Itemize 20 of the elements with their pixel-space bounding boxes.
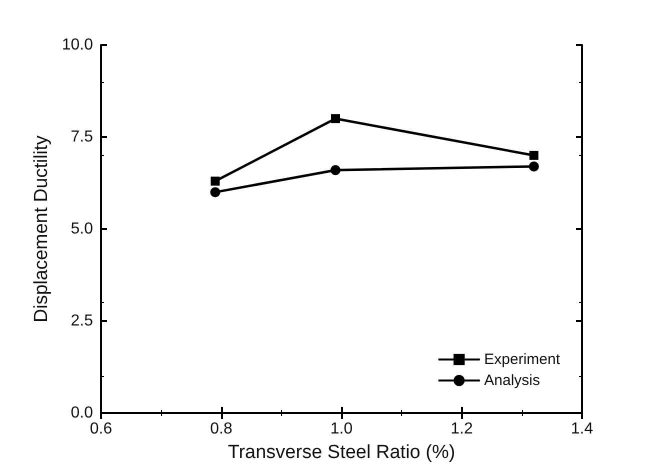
point bbox=[210, 187, 220, 198]
point bbox=[210, 176, 220, 186]
x-tick-label: 1.4 bbox=[570, 420, 594, 438]
x-tick-label: 1.2 bbox=[450, 420, 473, 438]
y-tick-label: 2.5 bbox=[70, 312, 94, 330]
y-axis-title: Displacement Ductility bbox=[30, 135, 52, 322]
point bbox=[529, 150, 538, 160]
point bbox=[330, 165, 340, 176]
y-tick-label: 0.0 bbox=[70, 404, 94, 422]
y-tick-label: 10.0 bbox=[62, 36, 94, 54]
x-tick-label: 0.8 bbox=[210, 420, 232, 438]
point bbox=[330, 114, 340, 124]
x-axis-title: Transverse Steel Ratio (%) bbox=[228, 442, 456, 463]
legend-label: Analysis bbox=[484, 372, 540, 389]
legend-label: Experiment bbox=[484, 351, 561, 368]
x-tick-label: 0.6 bbox=[90, 420, 112, 438]
y-tick-label: 5.0 bbox=[70, 220, 94, 238]
point bbox=[528, 161, 539, 172]
y-tick-label: 7.5 bbox=[70, 128, 94, 146]
x-tick-label: 1.0 bbox=[330, 420, 353, 438]
